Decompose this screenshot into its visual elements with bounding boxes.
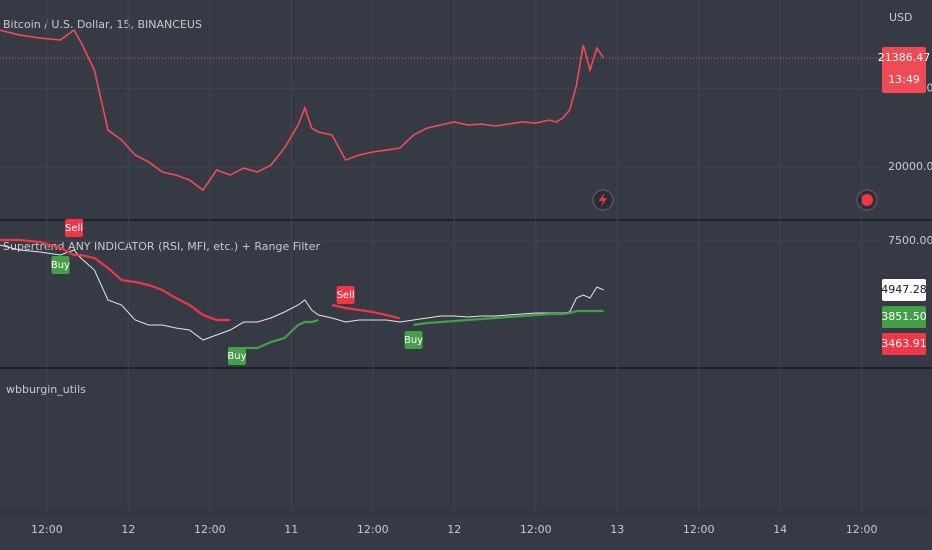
- series-line: [243, 318, 319, 350]
- axis-label: USD: [889, 11, 913, 24]
- signal-label-text: Sell: [65, 223, 83, 234]
- x-tick-label: 11: [284, 523, 298, 536]
- signal-label: [336, 285, 355, 304]
- x-tick-label: 12: [121, 523, 135, 536]
- value-badge: [882, 47, 926, 94]
- indicator-title: Supertrend ANY INDICATOR (RSI, MFI, etc.…: [3, 240, 320, 253]
- series-line: [0, 238, 231, 322]
- value-badge: [882, 333, 926, 356]
- signal-label-text: Buy: [51, 260, 70, 271]
- value-badge: [882, 306, 926, 329]
- series-line: [0, 28, 605, 192]
- x-tick-label: 12:00: [846, 523, 878, 536]
- x-tick-label: 12:00: [683, 523, 715, 536]
- value-badge-label: 3463.91: [881, 337, 927, 350]
- y-tick-label: 20000.00: [888, 160, 932, 173]
- value-badge-label: 3851.50: [881, 310, 927, 323]
- indicator-title: wbburgin_utils: [6, 383, 86, 396]
- signal-label: [65, 219, 84, 238]
- x-tick-label: 12:00: [31, 523, 63, 536]
- countdown-label: 13:49: [888, 73, 920, 86]
- x-tick-label: 13: [610, 523, 624, 536]
- x-tick-label: 12:00: [520, 523, 552, 536]
- value-badge-label: 21386.47: [878, 51, 931, 64]
- signal-label: [51, 255, 70, 274]
- series-line: [413, 309, 604, 327]
- signal-label-text: Buy: [227, 351, 246, 362]
- flag-icon-glyph: [861, 194, 873, 206]
- signal-label: [227, 347, 246, 366]
- value-badge-label: 4947.28: [881, 283, 927, 296]
- x-tick-label: 12:00: [357, 523, 389, 536]
- series-line: [0, 244, 604, 341]
- x-tick-label: 12:00: [194, 523, 226, 536]
- series-line: [331, 303, 401, 320]
- signal-label: [404, 331, 423, 350]
- y-tick-label: 7500.00: [888, 234, 932, 247]
- event-icon-glyph: [599, 193, 607, 207]
- x-tick-label: 14: [773, 523, 787, 536]
- value-badge: [882, 279, 926, 302]
- signal-label-text: Buy: [404, 335, 423, 346]
- chart-title: Bitcoin / U.S. Dollar, 15, BINANCEUS: [3, 18, 202, 31]
- signal-label-text: Sell: [337, 290, 355, 301]
- x-tick-label: 12: [447, 523, 461, 536]
